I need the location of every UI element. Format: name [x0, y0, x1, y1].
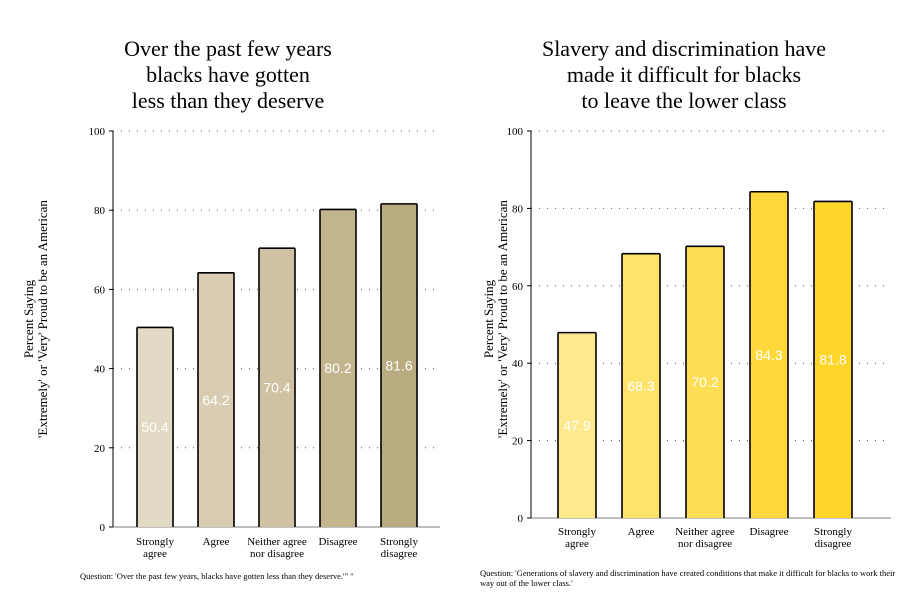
y-tick-label: 40 — [94, 364, 106, 376]
bar — [198, 272, 234, 527]
bar — [320, 209, 356, 527]
bar — [259, 248, 295, 527]
x-category-label: Strongly agree — [558, 526, 596, 550]
bar — [814, 201, 852, 518]
bar-value-label: 70.2 — [691, 374, 718, 390]
y-tick-label: 60 — [94, 284, 106, 296]
y-tick-label: 0 — [518, 513, 524, 525]
x-category-label: Strongly disagree — [380, 536, 418, 560]
x-category-label: Agree — [203, 536, 230, 548]
y-tick-label: 80 — [512, 203, 524, 215]
bar — [558, 332, 596, 518]
y-tick-label: 20 — [94, 443, 106, 455]
bar — [622, 253, 660, 518]
x-category-label: Disagree — [749, 526, 788, 538]
chart-title: Over the past few years blacks have gott… — [124, 36, 332, 113]
chart-panel-right: Slavery and discrimination have made it … — [456, 0, 912, 612]
bar-value-label: 84.3 — [755, 347, 782, 363]
x-category-label: Agree — [628, 526, 655, 538]
bar-value-label: 80.2 — [324, 360, 351, 376]
bar-value-label: 50.4 — [141, 419, 168, 435]
x-category-label: Strongly agree — [136, 536, 174, 560]
y-tick-label: 40 — [512, 358, 524, 370]
y-tick-label: 20 — [512, 436, 524, 448]
bar-value-label: 81.8 — [819, 352, 846, 368]
y-tick-label: 100 — [507, 126, 524, 138]
bar-value-label: 70.4 — [263, 380, 290, 396]
chart-note: Question: 'Generations of slavery and di… — [480, 568, 896, 588]
chart-note: Question: 'Over the past few years, blac… — [80, 571, 354, 581]
bar — [381, 203, 417, 527]
bar-chart: 0 20 40 60 80 100 50.4 Strongly agree 64.2 Agree 70… — [89, 126, 440, 560]
y-tick-label: 0 — [100, 522, 106, 534]
bar-value-label: 81.6 — [385, 357, 412, 373]
y-tick-label: 60 — [512, 281, 524, 293]
chart-title: Slavery and discrimination have made it … — [541, 36, 827, 113]
x-category-label: Strongly disagree — [814, 526, 852, 550]
y-tick-label: 100 — [89, 126, 106, 138]
x-category-label: Disagree — [318, 536, 357, 548]
bar — [750, 191, 788, 518]
x-category-label: Neither agree nor disagree — [247, 536, 307, 560]
chart-panel-left: Over the past few years blacks have gott… — [21, 36, 440, 581]
bar — [137, 327, 173, 527]
bar-value-label: 64.2 — [202, 392, 229, 408]
y-tick-label: 80 — [94, 205, 106, 217]
bar-value-label: 47.9 — [563, 417, 590, 433]
bar-chart: 0 20 40 60 80 100 47.9 Strongly agree 68.3 Agree 70… — [507, 126, 891, 550]
bar — [686, 246, 724, 519]
bar-value-label: 68.3 — [627, 378, 654, 394]
x-category-label: Neither agree nor disagree — [675, 526, 735, 550]
